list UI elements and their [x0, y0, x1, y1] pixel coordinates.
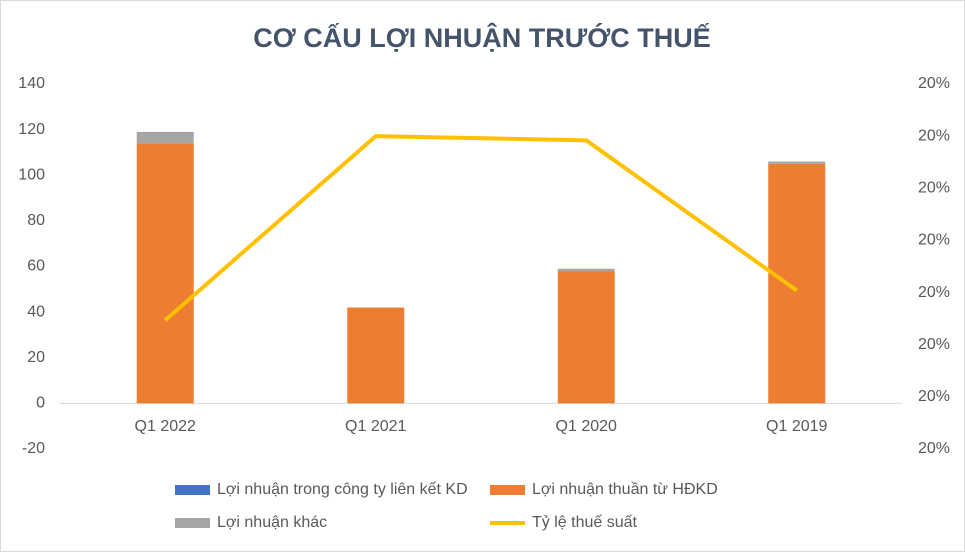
- bar: [768, 161, 826, 164]
- legend-swatch: [175, 518, 210, 528]
- bar: [136, 131, 194, 144]
- y-tick-label: 140: [18, 75, 45, 92]
- y2-tick-label: 20%: [918, 232, 950, 249]
- legend-swatch: [490, 485, 525, 495]
- legend-label: Lợi nhuận thuần từ HĐKD: [532, 481, 718, 498]
- chart-title: CƠ CẤU LỢI NHUẬN TRƯỚC THUẾ: [253, 22, 710, 53]
- bar: [557, 268, 615, 272]
- y2-tick-label: 20%: [918, 75, 950, 92]
- bar: [347, 307, 405, 404]
- bar: [557, 271, 615, 404]
- legend-label: Lợi nhuận khác: [217, 514, 327, 531]
- bar: [768, 163, 826, 404]
- y2-tick-label: 20%: [918, 180, 950, 197]
- x-tick-label: Q1 2019: [766, 418, 827, 435]
- line: [163, 134, 798, 322]
- bar: [136, 143, 194, 404]
- y2-tick-label: 20%: [918, 336, 950, 353]
- y2-tick-label: 20%: [918, 440, 950, 457]
- legend-label: Tỷ lệ thuế suất: [532, 514, 638, 531]
- y-tick-label: 120: [18, 121, 45, 138]
- y2-tick-label: 20%: [918, 284, 950, 301]
- x-tick-label: Q1 2021: [345, 418, 406, 435]
- legend-swatch: [175, 485, 210, 495]
- y-tick-label: 60: [27, 258, 45, 275]
- y-tick-label: 80: [27, 212, 45, 229]
- y-tick-label: 40: [27, 303, 45, 320]
- x-tick-label: Q1 2022: [135, 418, 196, 435]
- y2-tick-label: 20%: [918, 127, 950, 144]
- x-tick-label: Q1 2020: [556, 418, 617, 435]
- legend-label: Lợi nhuận trong công ty liên kết KD: [217, 481, 468, 498]
- y2-tick-label: 20%: [918, 388, 950, 405]
- y-tick-label: 20: [27, 349, 45, 366]
- y-tick-label: 0: [36, 395, 45, 412]
- y-tick-label: 100: [18, 166, 45, 183]
- y-tick-label: -20: [22, 440, 45, 457]
